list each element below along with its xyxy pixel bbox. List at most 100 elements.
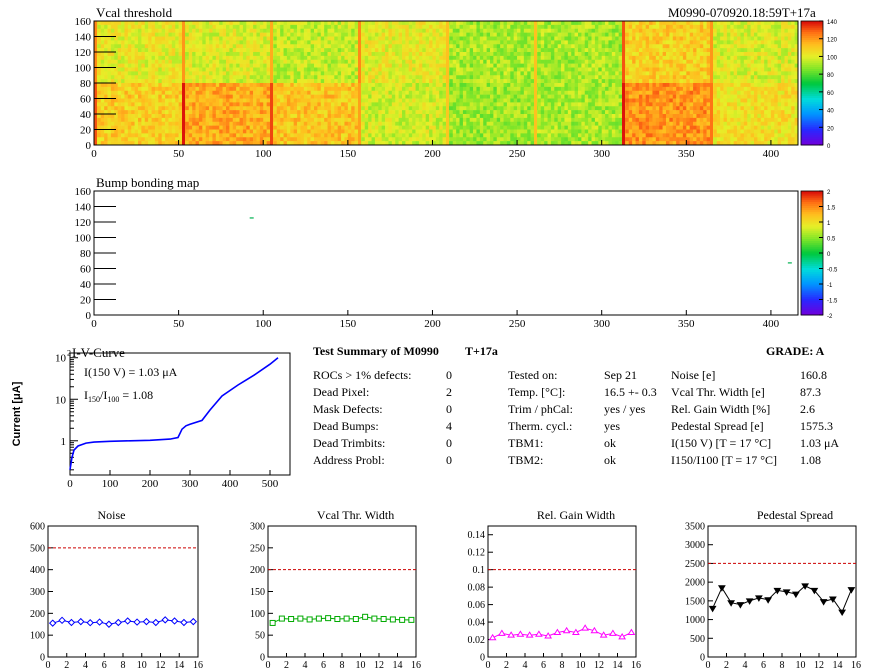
roc-cell: [253, 83, 257, 88]
roc-cell: [412, 141, 416, 146]
roc-cell: [148, 21, 152, 26]
roc-cell: [110, 55, 115, 61]
roc-cell: [124, 94, 129, 99]
roc-block: [358, 83, 447, 146]
roc-cell: [466, 44, 470, 49]
roc-cell: [198, 90, 203, 95]
roc-cell: [114, 133, 118, 138]
roc-cell: [402, 55, 406, 61]
roc-cell: [432, 141, 437, 146]
roc-cell: [303, 106, 308, 111]
roc-cell: [266, 21, 271, 26]
roc-cell: [276, 21, 281, 26]
roc-cell: [737, 28, 741, 33]
roc-cell: [374, 48, 379, 53]
roc-cell: [408, 28, 413, 33]
roc-cell: [361, 133, 366, 138]
roc-cell: [476, 32, 481, 37]
roc-cell: [432, 129, 437, 134]
roc-cell: [154, 125, 159, 130]
roc-cell: [141, 141, 146, 146]
roc-cell: [351, 67, 355, 72]
roc-cell: [144, 21, 149, 26]
roc-cell: [564, 67, 569, 72]
roc-cell: [303, 40, 308, 45]
roc-cell: [276, 44, 281, 49]
roc-cell: [148, 52, 152, 57]
roc-cell: [557, 71, 562, 76]
roc-cell: [791, 24, 795, 30]
roc-cell: [767, 67, 772, 72]
roc-cell: [429, 117, 433, 123]
roc-cell: [398, 36, 403, 41]
roc-cell: [215, 110, 220, 115]
roc-cell: [127, 125, 132, 130]
roc-cell: [422, 40, 426, 45]
roc-cell: [412, 106, 416, 111]
roc-cell: [266, 32, 271, 37]
roc-cell: [188, 71, 193, 76]
roc-cell: [97, 137, 102, 142]
roc-cell: [364, 59, 369, 64]
roc-cell: [493, 71, 498, 76]
roc-cell: [770, 40, 775, 45]
roc-cell: [161, 83, 166, 88]
roc-cell: [649, 24, 653, 30]
roc-cell: [567, 44, 572, 49]
roc-cell: [767, 71, 772, 76]
roc-cell: [178, 75, 183, 80]
roc-cell: [154, 44, 159, 49]
roc-cell: [327, 98, 332, 103]
roc-cell: [131, 83, 135, 88]
roc-cell: [747, 55, 751, 61]
roc-cell: [144, 114, 149, 119]
roc-cell: [435, 106, 440, 111]
roc-cell: [154, 24, 159, 30]
roc-cell: [469, 67, 474, 72]
roc-cell: [242, 79, 247, 84]
roc-cell: [388, 79, 393, 84]
roc-cell: [554, 44, 558, 49]
roc-cell: [283, 40, 288, 45]
roc-cell: [368, 106, 372, 111]
roc-cell: [611, 67, 616, 72]
roc-cell: [226, 121, 230, 126]
roc-cell: [374, 125, 379, 130]
roc-cell: [110, 36, 115, 41]
roc-cell: [307, 40, 311, 45]
roc-cell: [266, 44, 271, 49]
roc-cell: [198, 114, 203, 119]
roc-cell: [381, 86, 386, 92]
roc-cell: [286, 44, 291, 49]
roc-cell: [506, 59, 511, 64]
roc-cell: [388, 40, 393, 45]
roc-cell: [154, 21, 159, 26]
roc-cell: [100, 40, 105, 45]
roc-cell: [374, 28, 379, 33]
roc-cell: [151, 48, 156, 53]
roc-cell: [242, 121, 247, 126]
roc-cell: [638, 67, 643, 72]
roc-cell: [141, 102, 146, 107]
roc-cell: [144, 110, 149, 115]
roc-cell: [297, 106, 301, 111]
roc-cell: [429, 125, 433, 130]
roc-cell: [337, 133, 342, 138]
roc-cell: [672, 32, 677, 37]
roc-cell: [371, 79, 376, 84]
roc-cell: [354, 94, 359, 99]
roc-cell: [253, 98, 257, 103]
roc-cell: [672, 75, 677, 80]
roc-cell: [246, 44, 250, 49]
roc-cell: [513, 75, 518, 80]
roc-cell: [510, 79, 514, 84]
roc-cell: [138, 129, 142, 134]
roc-cell: [310, 125, 315, 130]
roc-cell: [439, 117, 443, 123]
roc-cell: [425, 133, 430, 138]
roc-cell: [107, 75, 112, 80]
roc-cell: [473, 48, 477, 53]
roc-cell: [415, 71, 420, 76]
roc-cell: [148, 137, 152, 142]
roc-cell: [638, 48, 643, 53]
